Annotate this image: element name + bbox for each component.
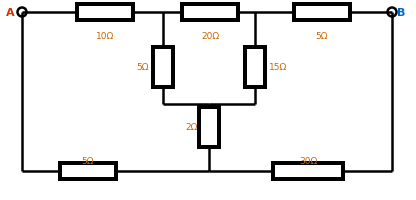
Bar	[245, 48, 265, 88]
Text: 20Ω: 20Ω	[201, 32, 219, 41]
Bar	[199, 107, 219, 147]
Text: 15Ω: 15Ω	[269, 63, 287, 72]
Text: 2Ω: 2Ω	[186, 123, 198, 132]
Text: 30Ω: 30Ω	[299, 156, 317, 165]
Bar	[153, 48, 173, 88]
Bar	[294, 5, 350, 21]
Bar	[273, 163, 343, 179]
Text: B: B	[397, 8, 405, 18]
Text: 5Ω: 5Ω	[316, 32, 328, 41]
Text: A: A	[6, 8, 15, 18]
Bar	[77, 5, 133, 21]
Text: 5Ω: 5Ω	[137, 63, 149, 72]
Bar	[60, 163, 116, 179]
Text: 10Ω: 10Ω	[96, 32, 114, 41]
Bar	[182, 5, 238, 21]
Text: 5Ω: 5Ω	[82, 156, 94, 165]
